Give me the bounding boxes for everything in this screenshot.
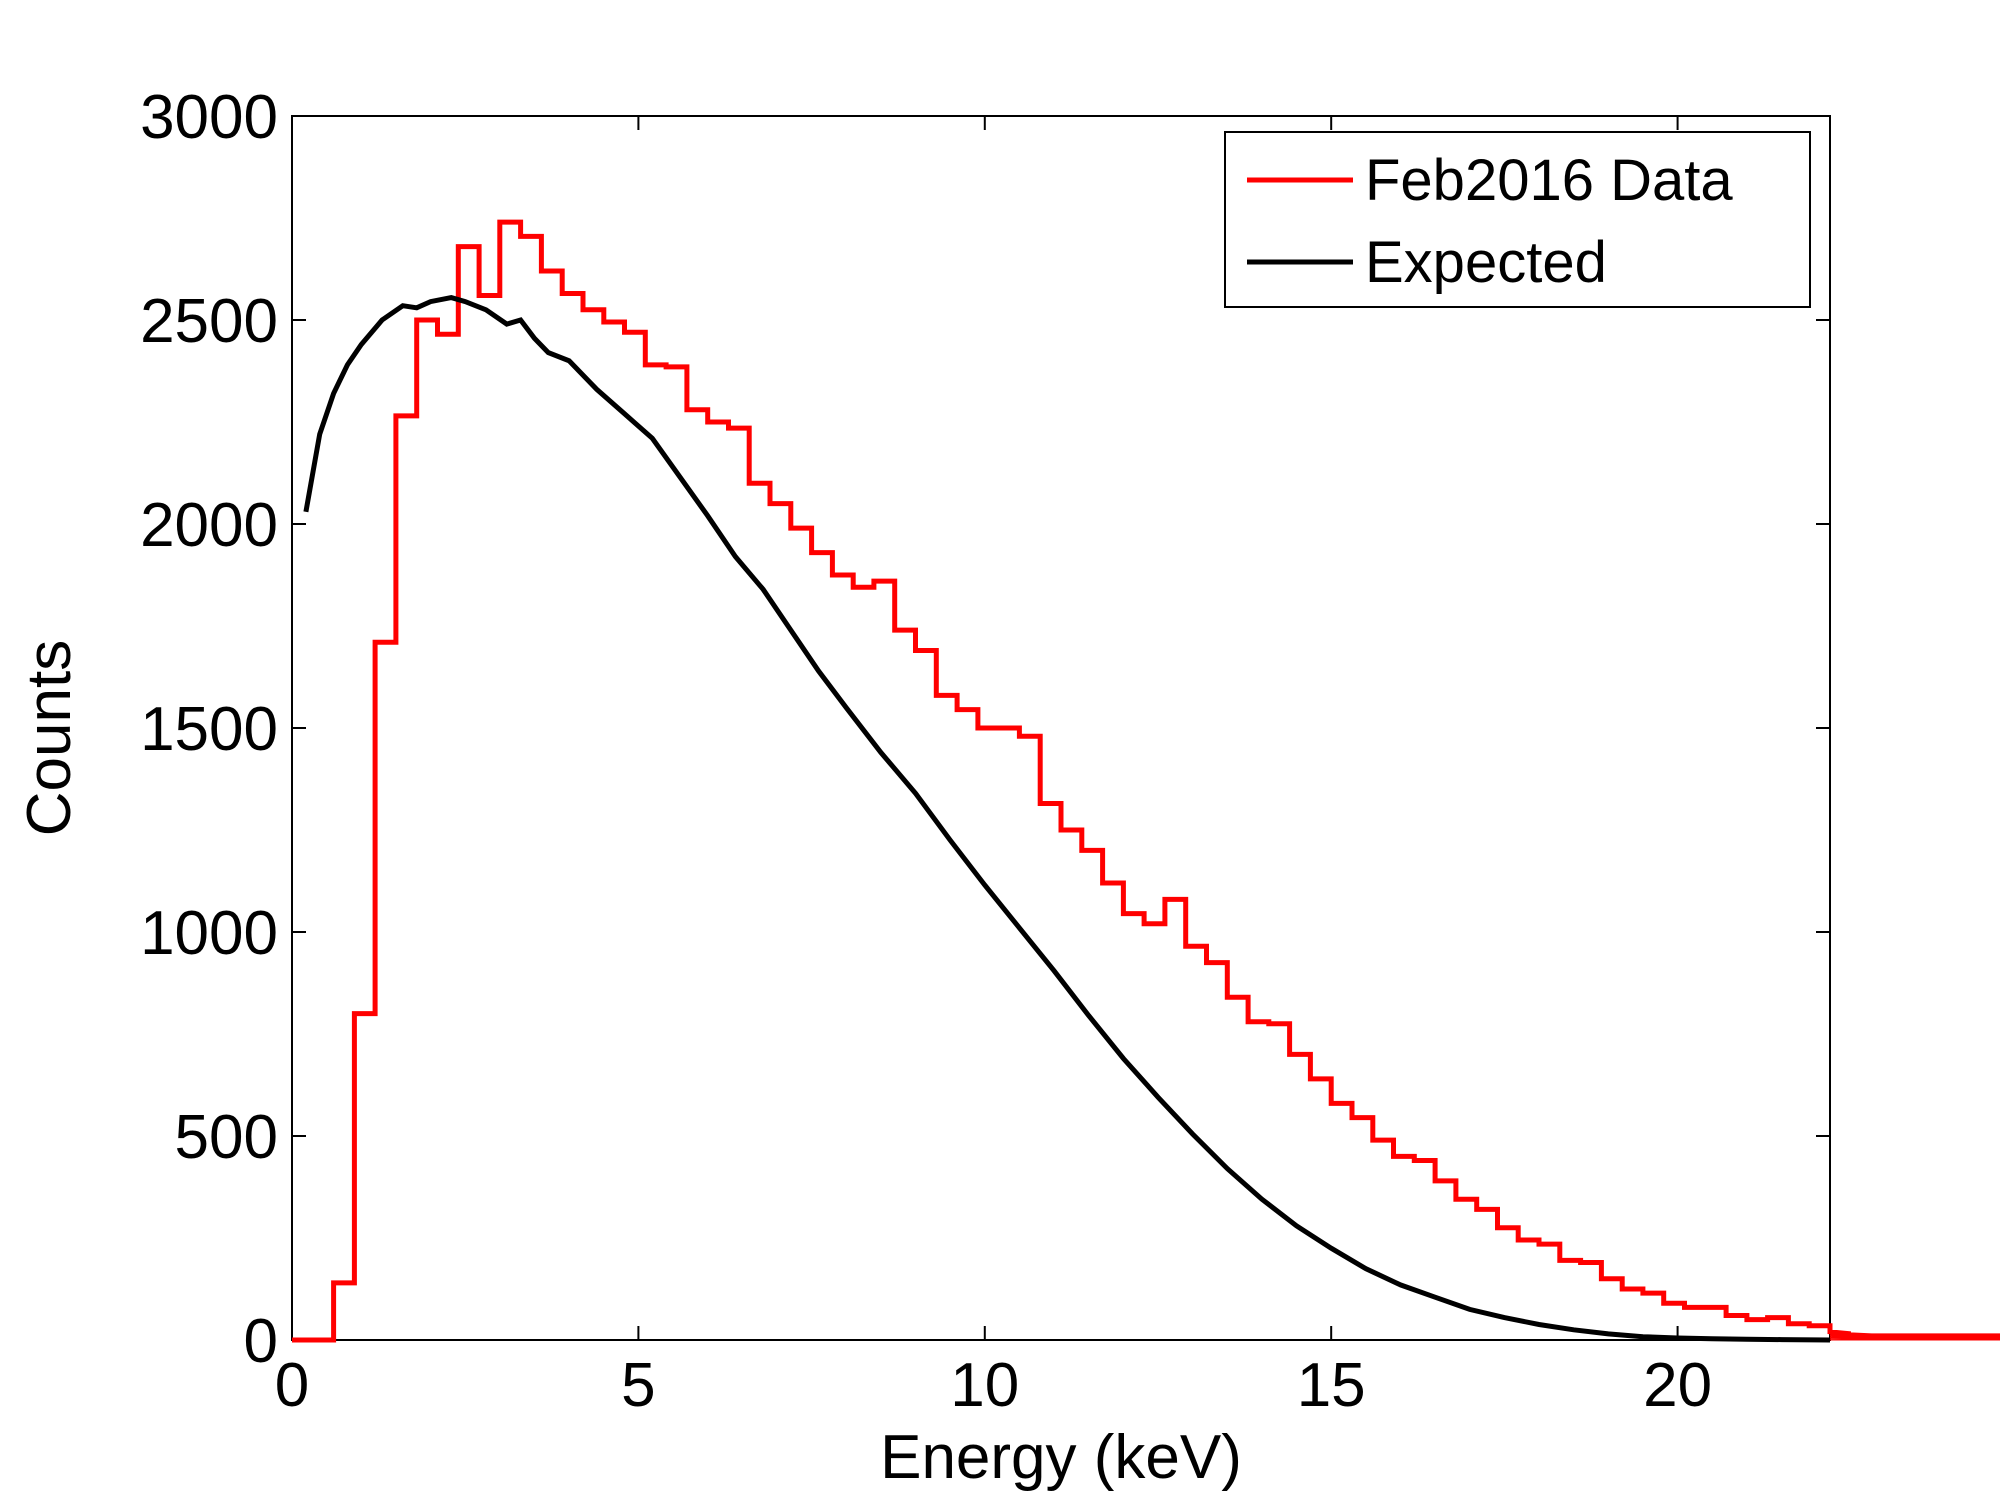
legend-box [1224, 131, 1811, 308]
x-tick-label: 0 [275, 1351, 309, 1420]
x-tick-label: 10 [950, 1351, 1019, 1420]
y-tick-label: 2500 [140, 287, 278, 356]
y-axis-title: Counts [15, 640, 84, 836]
y-tick-label: 1500 [140, 695, 278, 764]
plot-area: 0 500 1000 1500 2000 2500 3000 0 5 10 15 20 [140, 83, 2000, 1420]
legend-label-feb2016-data: Feb2016 Data [1365, 148, 1733, 213]
x-tick-label: 15 [1297, 1351, 1366, 1420]
x-tick-label: 20 [1643, 1351, 1712, 1420]
x-axis-ticks: 0 5 10 15 20 [275, 116, 1712, 1420]
series-layer [292, 219, 2000, 1343]
legend-label-expected: Expected [1365, 230, 1607, 295]
y-tick-label: 500 [175, 1103, 278, 1172]
y-tick-label: 3000 [140, 83, 278, 152]
series-line-feb2016-data [292, 219, 2000, 1343]
y-tick-label: 0 [244, 1307, 278, 1376]
y-tick-label: 1000 [140, 899, 278, 968]
y-tick-label: 2000 [140, 491, 278, 560]
x-tick-label: 5 [621, 1351, 655, 1420]
y-axis-ticks: 0 500 1000 1500 2000 2500 3000 [140, 83, 1830, 1376]
series-line-expected [303, 295, 1831, 1343]
legend: Feb2016 Data Expected [1224, 131, 1811, 308]
x-axis-title: Energy (keV) [880, 1423, 1242, 1492]
